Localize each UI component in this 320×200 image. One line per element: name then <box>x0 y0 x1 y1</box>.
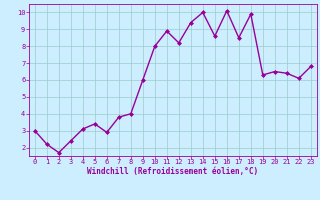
X-axis label: Windchill (Refroidissement éolien,°C): Windchill (Refroidissement éolien,°C) <box>87 167 258 176</box>
